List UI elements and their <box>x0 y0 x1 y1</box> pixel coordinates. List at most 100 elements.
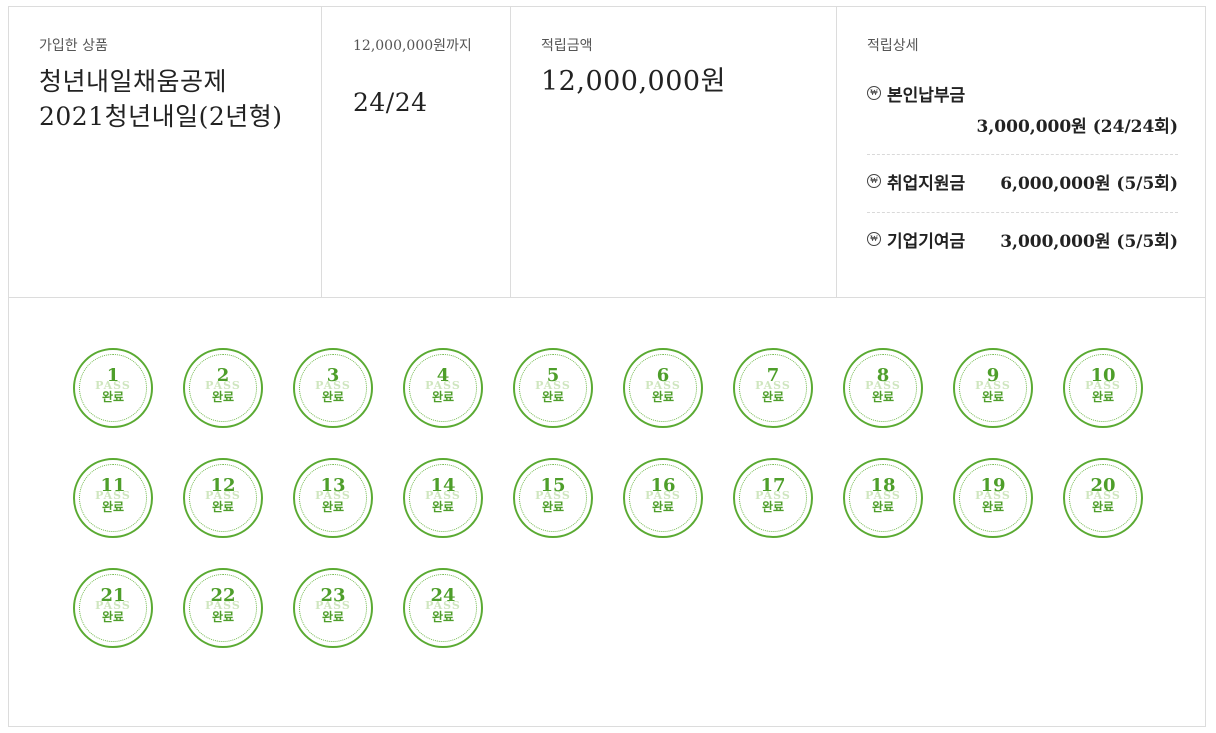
payment-stamp: PASS 15 완료 <box>513 458 593 538</box>
detail-row-company: ₩ 기업기여금 3,000,000원 (5/5회) <box>867 213 1178 270</box>
stamp-done-label: 완료 <box>75 610 151 624</box>
stamp-number: 22 <box>185 586 261 606</box>
stamp-number: 16 <box>625 476 701 496</box>
payment-stamp: PASS 1 완료 <box>73 348 153 428</box>
stamp-done-label: 완료 <box>845 390 921 404</box>
stamp-done-label: 완료 <box>295 390 371 404</box>
stamp-grid: PASS 1 완료 PASS 2 완료 PASS 3 완료 PASS 4 완료 PASS 5 완료 PASS 6… <box>9 298 1205 726</box>
detail-amount: 3,000,000원 (24/24회) <box>977 112 1178 137</box>
stamp-done-label: 완료 <box>75 390 151 404</box>
stamp-number: 12 <box>185 476 261 496</box>
saved-amount-value: 12,000,000원 <box>541 65 726 99</box>
stamp-number: 5 <box>515 366 591 386</box>
stamp-done-label: 완료 <box>405 390 481 404</box>
payment-stamp: PASS 3 완료 <box>293 348 373 428</box>
stamp-done-label: 완료 <box>735 390 811 404</box>
details-column: 적립상세 ₩ 본인납부금 3,000,000원 (24/24회) ₩ 취업지원금… <box>836 7 1206 297</box>
product-name: 청년내일채움공제 <box>39 65 227 99</box>
payment-stamp: PASS 4 완료 <box>403 348 483 428</box>
stamp-number: 1 <box>75 366 151 386</box>
product-plan: 2021청년내일(2년형) <box>39 100 283 134</box>
stamp-number: 7 <box>735 366 811 386</box>
payment-stamp: PASS 22 완료 <box>183 568 263 648</box>
stamp-done-label: 완료 <box>515 500 591 514</box>
product-label: 가입한 상품 <box>39 37 108 55</box>
stamp-number: 14 <box>405 476 481 496</box>
detail-amount: 3,000,000원 (5/5회) <box>1000 227 1178 252</box>
progress-count: 24/24 <box>353 86 428 120</box>
detail-row-employment: ₩ 취업지원금 6,000,000원 (5/5회) <box>867 155 1178 213</box>
stamp-done-label: 완료 <box>625 390 701 404</box>
payment-stamp: PASS 6 완료 <box>623 348 703 428</box>
product-column: 가입한 상품 청년내일채움공제 2021청년내일(2년형) <box>9 7 321 297</box>
stamp-done-label: 완료 <box>405 610 481 624</box>
stamp-number: 20 <box>1065 476 1141 496</box>
detail-name: 기업기여금 <box>887 227 965 252</box>
payment-stamp: PASS 5 완료 <box>513 348 593 428</box>
summary-row: 가입한 상품 청년내일채움공제 2021청년내일(2년형) 12,000,000… <box>9 7 1205 298</box>
stamp-done-label: 완료 <box>955 390 1031 404</box>
payment-stamp: PASS 19 완료 <box>953 458 1033 538</box>
stamp-number: 17 <box>735 476 811 496</box>
stamp-done-label: 완료 <box>185 500 261 514</box>
stamp-done-label: 완료 <box>185 390 261 404</box>
stamp-number: 13 <box>295 476 371 496</box>
stamp-number: 9 <box>955 366 1031 386</box>
progress-label: 12,000,000원까지 <box>353 37 483 55</box>
payment-stamp: PASS 12 완료 <box>183 458 263 538</box>
saved-amount-label: 적립금액 <box>541 37 593 55</box>
stamp-done-label: 완료 <box>185 610 261 624</box>
stamp-done-label: 완료 <box>845 500 921 514</box>
payment-stamp: PASS 20 완료 <box>1063 458 1143 538</box>
saved-amount-column: 적립금액 12,000,000원 <box>510 7 836 297</box>
payment-stamp: PASS 8 완료 <box>843 348 923 428</box>
details-label: 적립상세 <box>867 37 919 55</box>
stamp-done-label: 완료 <box>955 500 1031 514</box>
won-icon: ₩ <box>867 86 881 100</box>
stamp-number: 21 <box>75 586 151 606</box>
payment-stamp: PASS 7 완료 <box>733 348 813 428</box>
detail-amount: 6,000,000원 (5/5회) <box>1000 169 1178 194</box>
stamp-number: 6 <box>625 366 701 386</box>
payment-stamp: PASS 9 완료 <box>953 348 1033 428</box>
stamp-done-label: 완료 <box>405 500 481 514</box>
payment-stamp: PASS 17 완료 <box>733 458 813 538</box>
payment-stamp: PASS 24 완료 <box>403 568 483 648</box>
stamp-done-label: 완료 <box>75 500 151 514</box>
stamp-done-label: 완료 <box>735 500 811 514</box>
details-list: ₩ 본인납부금 3,000,000원 (24/24회) ₩ 취업지원금 6,00… <box>867 81 1178 270</box>
payment-stamp: PASS 16 완료 <box>623 458 703 538</box>
savings-panel: 가입한 상품 청년내일채움공제 2021청년내일(2년형) 12,000,000… <box>8 6 1206 727</box>
stamp-number: 24 <box>405 586 481 606</box>
stamp-done-label: 완료 <box>1065 500 1141 514</box>
stamp-number: 3 <box>295 366 371 386</box>
stamp-number: 15 <box>515 476 591 496</box>
payment-stamp: PASS 2 완료 <box>183 348 263 428</box>
stamp-done-label: 완료 <box>1065 390 1141 404</box>
won-icon: ₩ <box>867 232 881 246</box>
payment-stamp: PASS 23 완료 <box>293 568 373 648</box>
payment-stamp: PASS 13 완료 <box>293 458 373 538</box>
detail-name: 취업지원금 <box>887 169 965 194</box>
stamp-number: 18 <box>845 476 921 496</box>
payment-stamp: PASS 11 완료 <box>73 458 153 538</box>
detail-name: 본인납부금 <box>887 81 965 106</box>
payment-stamp: PASS 10 완료 <box>1063 348 1143 428</box>
won-icon: ₩ <box>867 174 881 188</box>
progress-column: 12,000,000원까지 24/24 <box>321 7 510 297</box>
stamp-done-label: 완료 <box>515 390 591 404</box>
payment-stamp: PASS 21 완료 <box>73 568 153 648</box>
stamp-done-label: 완료 <box>625 500 701 514</box>
detail-row-personal: ₩ 본인납부금 3,000,000원 (24/24회) <box>867 81 1178 155</box>
payment-stamp: PASS 18 완료 <box>843 458 923 538</box>
stamp-number: 4 <box>405 366 481 386</box>
stamp-done-label: 완료 <box>295 610 371 624</box>
stamp-number: 23 <box>295 586 371 606</box>
stamp-number: 8 <box>845 366 921 386</box>
stamp-number: 2 <box>185 366 261 386</box>
stamp-number: 10 <box>1065 366 1141 386</box>
stamp-number: 11 <box>75 476 151 496</box>
stamp-number: 19 <box>955 476 1031 496</box>
stamp-done-label: 완료 <box>295 500 371 514</box>
payment-stamp: PASS 14 완료 <box>403 458 483 538</box>
